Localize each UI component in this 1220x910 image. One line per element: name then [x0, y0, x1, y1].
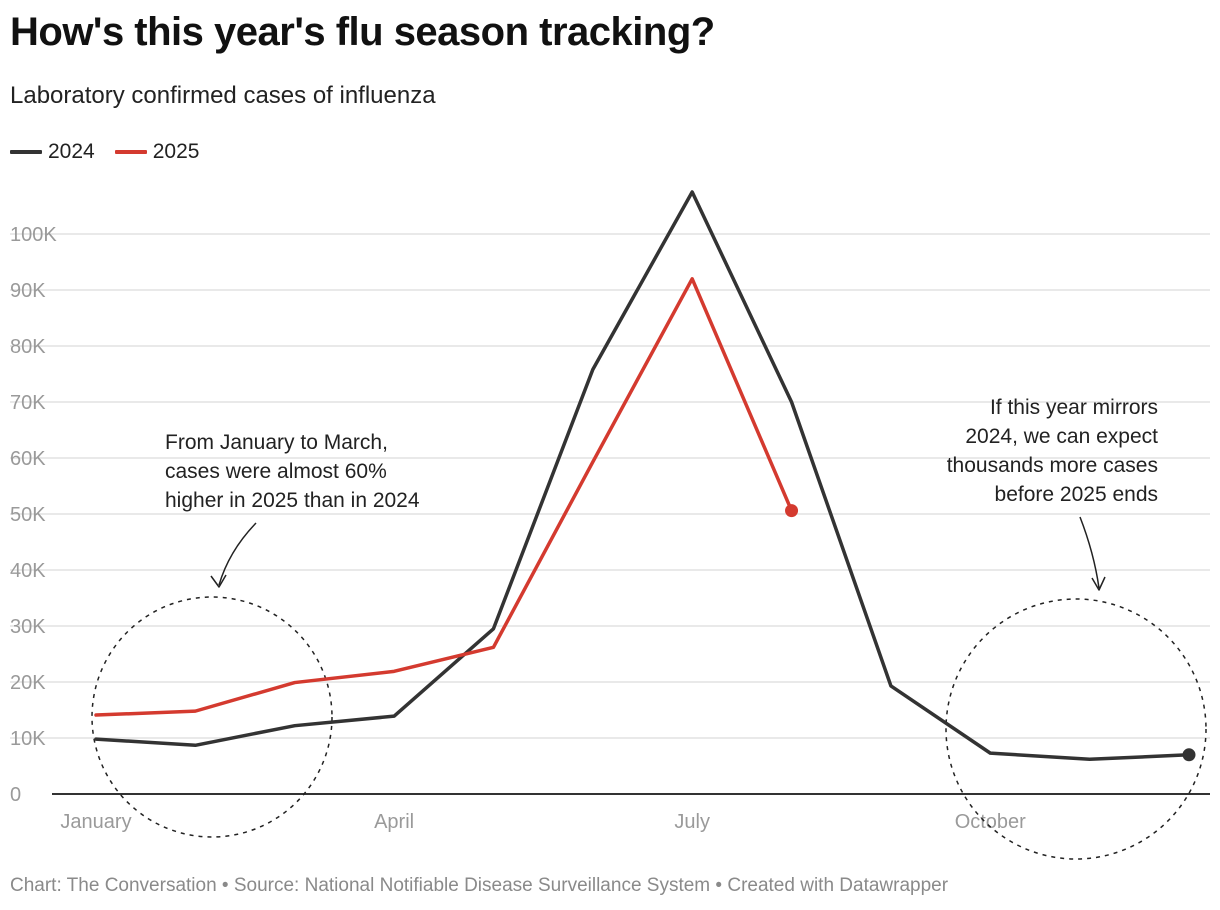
- series-end-marker-2024: [1182, 748, 1196, 762]
- x-tick-label: January: [60, 811, 131, 833]
- chart-footer-credit: Chart: The Conversation • Source: Nation…: [10, 875, 949, 896]
- y-tick-label: 0: [10, 784, 21, 806]
- legend-swatch-2025: [114, 150, 147, 154]
- legend-label-2025: 2025: [152, 140, 200, 163]
- series-line-2025: [94, 277, 794, 717]
- annotation-circle-right: [945, 598, 1207, 860]
- annotation-text-right: If this year mirrors: [990, 396, 1158, 419]
- legend-label-2024: 2024: [48, 140, 95, 163]
- annotation-text-left: higher in 2025 than in 2024: [165, 489, 420, 512]
- y-tick-label: 30K: [10, 616, 46, 638]
- y-tick-label: 60K: [10, 448, 46, 470]
- legend-swatch-2024: [10, 150, 42, 154]
- annotation-text-right: 2024, we can expect: [965, 425, 1158, 448]
- series-end-marker-2025: [785, 504, 799, 518]
- y-tick-label: 40K: [10, 560, 46, 582]
- y-tick-label: 70K: [10, 392, 46, 414]
- legend-item-2024: 2024: [10, 140, 95, 164]
- chart-subtitle: Laboratory confirmed cases of influenza: [10, 82, 436, 109]
- x-tick-label: July: [674, 811, 710, 833]
- chart-title: How's this year's flu season tracking?: [10, 10, 715, 54]
- y-tick-label: 10K: [10, 728, 46, 750]
- annotation-text-right: before 2025 ends: [995, 483, 1158, 506]
- annotation-arrowhead-left: [210, 574, 227, 588]
- annotation-arrowhead-right: [1091, 576, 1106, 591]
- y-tick-label: 50K: [10, 504, 46, 526]
- annotation-arrow-left: [218, 522, 257, 586]
- chart-legend: 2024 2025: [10, 140, 219, 164]
- annotation-text-left: cases were almost 60%: [165, 460, 387, 483]
- series-line-2024: [94, 190, 1191, 762]
- y-tick-label: 20K: [10, 672, 46, 694]
- y-tick-label: 90K: [10, 280, 46, 302]
- annotation-arrow-right: [1079, 516, 1100, 589]
- annotation-text-right: thousands more cases: [947, 454, 1158, 477]
- y-tick-label: 100K: [10, 224, 57, 246]
- annotation-circle-left: [91, 596, 333, 838]
- legend-item-2025: 2025: [114, 140, 200, 164]
- annotation-text-left: From January to March,: [165, 431, 388, 454]
- x-tick-label: April: [374, 811, 414, 833]
- x-tick-label: October: [955, 811, 1026, 833]
- y-tick-label: 80K: [10, 336, 46, 358]
